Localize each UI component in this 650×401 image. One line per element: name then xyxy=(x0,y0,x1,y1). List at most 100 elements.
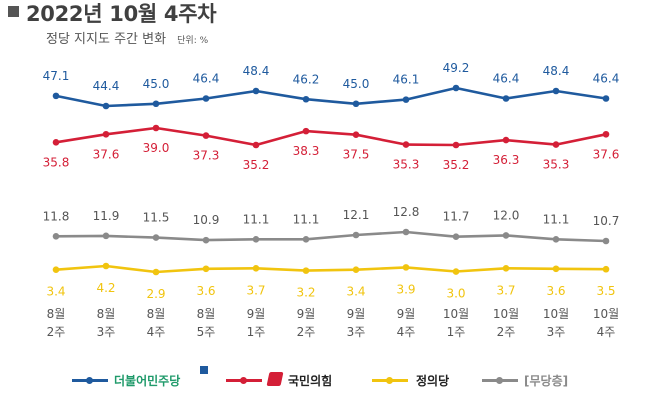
data-point-none xyxy=(302,235,310,243)
minjoo-logo-mark xyxy=(200,366,208,374)
data-label-none: 11.1 xyxy=(293,212,320,226)
data-label-ppp: 36.3 xyxy=(493,153,520,167)
data-point-minjoo xyxy=(452,84,460,92)
x-tick-label: 10월 xyxy=(443,307,469,321)
data-label-justice: 2.9 xyxy=(146,287,165,301)
legend-label-ppp: 국민의힘 xyxy=(288,374,333,388)
x-tick-label: 8월 xyxy=(97,307,116,321)
series-line-minjoo xyxy=(55,86,607,108)
data-label-justice: 3.0 xyxy=(446,287,465,301)
data-label-none: 10.9 xyxy=(193,213,220,227)
data-point-justice xyxy=(452,268,460,275)
ppp-logo-mark xyxy=(266,372,284,386)
x-tick-label: 2주 xyxy=(497,325,516,339)
data-label-minjoo: 46.4 xyxy=(593,72,620,86)
data-point-minjoo xyxy=(102,102,110,110)
x-tick-label: 9월 xyxy=(247,307,266,321)
legend-label-minjoo: 더불어민주당 xyxy=(114,374,181,388)
x-tick-label: 9월 xyxy=(397,307,416,321)
data-point-ppp xyxy=(202,132,210,139)
x-tick-label: 1주 xyxy=(447,325,466,339)
x-tick-label: 3주 xyxy=(97,325,116,339)
x-tick-label: 2주 xyxy=(47,325,66,339)
data-point-ppp xyxy=(302,127,310,135)
data-label-none: 10.7 xyxy=(593,214,620,228)
data-point-justice xyxy=(152,268,160,276)
legend: 더불어민주당 국민의힘 정의당 [무당층] xyxy=(0,362,650,398)
x-tick-label: 9월 xyxy=(297,307,316,321)
title-square-marker xyxy=(8,6,19,17)
data-point-justice xyxy=(202,265,210,273)
data-label-justice: 3.5 xyxy=(596,284,615,298)
data-label-justice: 4.2 xyxy=(96,281,115,295)
x-tick-label: 3주 xyxy=(347,325,366,339)
data-label-justice: 3.2 xyxy=(296,286,315,300)
x-tick-label: 10월 xyxy=(593,307,619,321)
data-point-minjoo xyxy=(52,92,60,100)
data-point-ppp xyxy=(452,141,460,149)
x-tick-label: 3주 xyxy=(547,325,566,339)
data-point-justice xyxy=(102,262,110,270)
data-label-ppp: 37.5 xyxy=(343,148,370,162)
data-label-minjoo: 47.1 xyxy=(43,69,70,83)
legend-item-ppp: 국민의힘 xyxy=(226,362,366,398)
legend-item-minjoo: 더불어민주당 xyxy=(72,362,232,398)
data-label-justice: 3.7 xyxy=(246,283,265,297)
data-label-none: 11.8 xyxy=(43,209,70,223)
data-point-none xyxy=(152,234,160,241)
x-tick-label: 10월 xyxy=(493,307,519,321)
data-point-minjoo xyxy=(152,100,160,108)
data-label-minjoo: 44.4 xyxy=(93,79,120,93)
data-label-ppp: 38.3 xyxy=(293,144,320,158)
legend-marker-minjoo xyxy=(86,377,93,384)
series-line-ppp xyxy=(55,126,607,147)
data-point-justice xyxy=(352,266,360,273)
data-point-justice xyxy=(402,264,410,271)
data-point-none xyxy=(502,232,510,239)
data-label-ppp: 37.6 xyxy=(93,147,120,161)
x-tick-label: 4주 xyxy=(597,325,616,339)
data-label-minjoo: 46.2 xyxy=(293,72,320,86)
data-point-ppp xyxy=(602,130,610,138)
data-point-none xyxy=(52,232,60,240)
data-label-minjoo: 46.1 xyxy=(393,73,420,87)
data-label-justice: 3.4 xyxy=(46,285,65,299)
data-label-minjoo: 45.0 xyxy=(143,77,170,91)
x-tick-label: 4주 xyxy=(147,325,166,339)
data-label-none: 11.1 xyxy=(243,212,270,226)
data-label-justice: 3.6 xyxy=(196,284,215,298)
data-label-minjoo: 46.4 xyxy=(493,72,520,86)
legend-label-none: [무당층] xyxy=(524,374,569,388)
data-point-ppp xyxy=(152,124,160,132)
data-label-minjoo: 49.2 xyxy=(443,61,470,75)
legend-label-justice: 정의당 xyxy=(416,374,450,388)
data-point-ppp xyxy=(352,131,360,139)
data-point-none xyxy=(452,233,460,241)
data-label-none: 11.7 xyxy=(443,210,470,224)
data-point-none xyxy=(202,236,210,244)
data-point-justice xyxy=(52,266,60,273)
data-point-justice xyxy=(552,265,560,273)
x-tick-label: 10월 xyxy=(543,307,569,321)
unit-label: 단위: % xyxy=(177,36,209,46)
data-label-justice: 3.7 xyxy=(496,283,515,297)
data-point-minjoo xyxy=(302,95,310,103)
data-label-none: 11.5 xyxy=(143,211,170,225)
x-tick-label: 8월 xyxy=(47,307,66,321)
line-chart: 47.1 44.4 45.0 46.4 48.4 46.2 45.0 46.1 49.2 46.4… xyxy=(43,61,620,339)
series-line-justice xyxy=(55,264,607,274)
data-label-minjoo: 48.4 xyxy=(543,64,570,78)
x-tick-label: 4주 xyxy=(397,325,416,339)
subtitle-row: 정당 지지도 주간 변화 단위: % xyxy=(46,28,208,47)
x-tick-label: 5주 xyxy=(197,325,216,339)
data-label-ppp: 35.2 xyxy=(443,158,470,172)
data-label-ppp: 35.3 xyxy=(393,158,420,172)
data-point-ppp xyxy=(552,141,560,148)
data-point-justice xyxy=(302,267,310,274)
page-title: 2022년 10월 4주차 xyxy=(26,2,217,26)
data-point-minjoo xyxy=(602,95,610,102)
data-point-justice xyxy=(502,265,510,272)
data-point-none xyxy=(552,235,560,243)
data-label-justice: 3.6 xyxy=(546,284,565,298)
data-point-ppp xyxy=(402,141,410,148)
